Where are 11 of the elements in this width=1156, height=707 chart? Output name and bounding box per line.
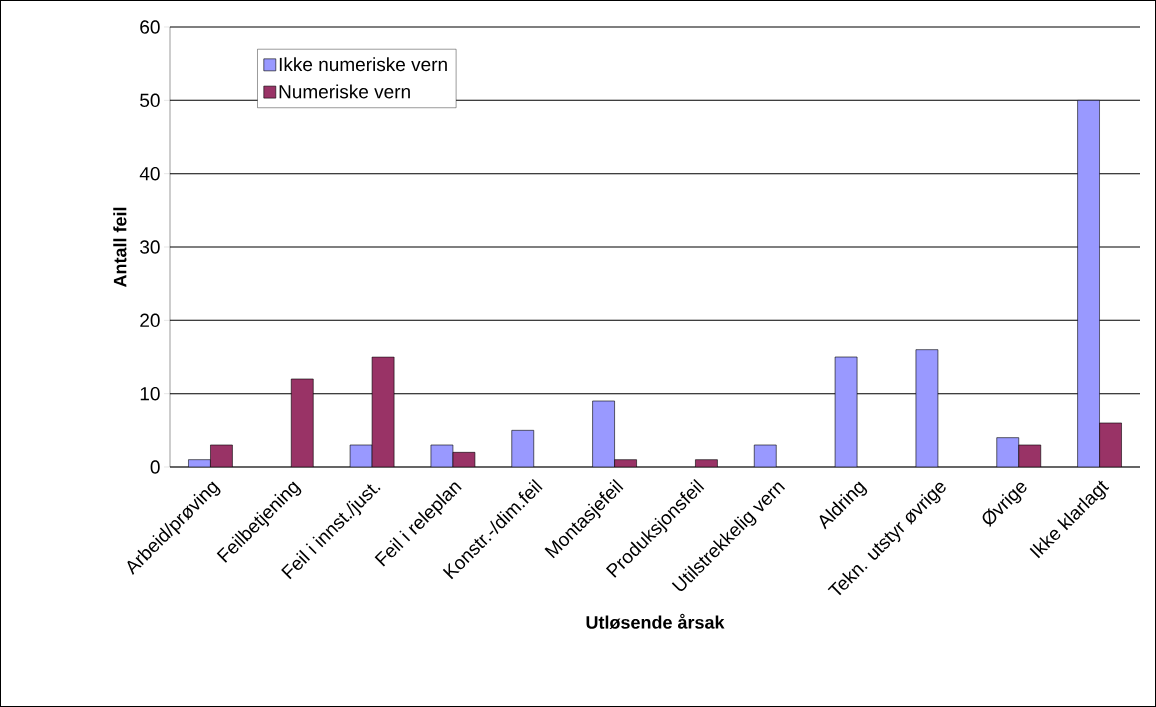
- y-tick-label: 10: [140, 386, 160, 401]
- y-tick-label: 60: [140, 20, 160, 34]
- x-axis-title: Utløsende årsak: [586, 613, 725, 630]
- y-tick-label: 40: [139, 166, 160, 181]
- legend-label: Numeriske vern: [279, 84, 410, 99]
- y-tick-label: 20: [140, 313, 160, 328]
- y-tick-label: 0: [150, 460, 160, 474]
- y-tick-label: 30: [140, 240, 160, 254]
- y-axis-title: Antall feil: [113, 207, 127, 288]
- y-tick-label: 50: [140, 93, 160, 108]
- legend-label: Ikke numeriske vern: [279, 57, 447, 72]
